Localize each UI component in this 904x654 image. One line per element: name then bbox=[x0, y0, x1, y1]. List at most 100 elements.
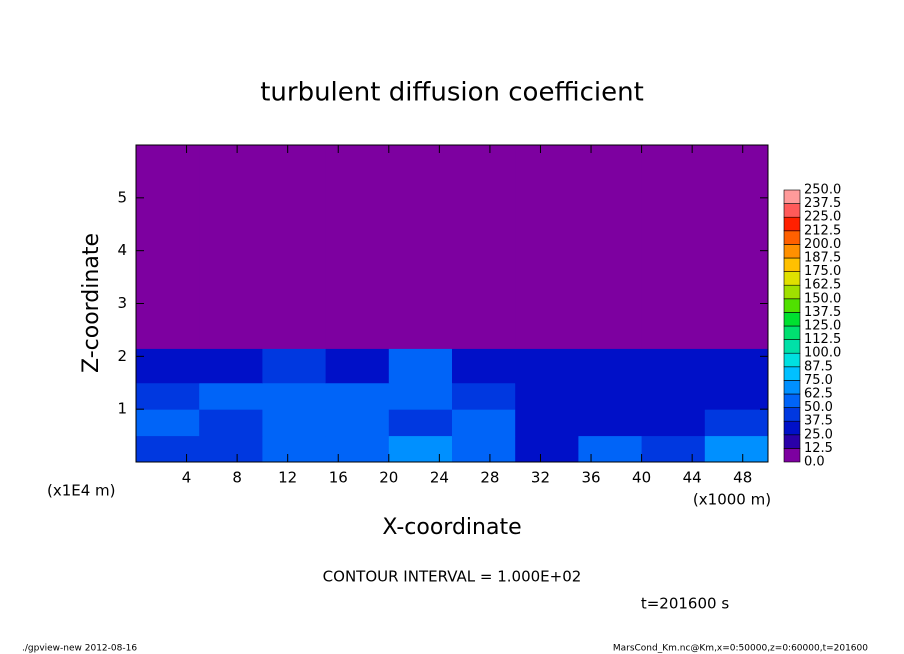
field-cell bbox=[452, 145, 516, 349]
colorbar-label: 37.5 bbox=[804, 414, 833, 429]
colorbar-swatch bbox=[783, 271, 801, 286]
colorbar-swatch bbox=[783, 284, 801, 300]
x-tick-label: 28 bbox=[480, 469, 499, 487]
x-tick-label: 24 bbox=[430, 469, 449, 487]
y-tick-label: 4 bbox=[117, 241, 127, 259]
y-axis-label: Z-coordinate bbox=[79, 233, 104, 373]
field-cell bbox=[325, 382, 390, 410]
colorbar-label: 12.5 bbox=[804, 441, 833, 456]
field-cell bbox=[388, 348, 453, 384]
field-cell bbox=[136, 348, 200, 384]
field-cell bbox=[388, 382, 453, 410]
y-tick-label: 2 bbox=[117, 347, 127, 365]
x-axis-label: X-coordinate bbox=[382, 515, 521, 540]
colorbar-swatch bbox=[783, 189, 801, 204]
field-cell bbox=[199, 382, 263, 410]
field-cell bbox=[578, 145, 643, 349]
field-cell bbox=[704, 382, 769, 410]
field-cell bbox=[704, 435, 769, 463]
colorbar-swatch bbox=[783, 366, 801, 381]
colorbar-label: 187.5 bbox=[804, 251, 841, 266]
field-cell bbox=[199, 409, 263, 437]
field-cell bbox=[641, 409, 706, 437]
x-tick-label: 40 bbox=[632, 469, 651, 487]
colorbar-label: 162.5 bbox=[804, 278, 841, 293]
field-cell bbox=[136, 435, 200, 463]
field-cell bbox=[262, 382, 327, 410]
colorbar-label: 212.5 bbox=[804, 223, 841, 238]
x-tick-label: 16 bbox=[329, 469, 348, 487]
x-tick-label: 32 bbox=[531, 469, 550, 487]
field-cell bbox=[578, 382, 643, 410]
colorbar-label: 62.5 bbox=[804, 387, 833, 402]
colorbar-label: 25.0 bbox=[804, 427, 833, 442]
field-cell bbox=[641, 348, 706, 384]
chart-title: turbulent diffusion coefficient bbox=[260, 78, 644, 108]
x-tick-label: 8 bbox=[232, 469, 242, 487]
colorbar-swatch bbox=[783, 312, 801, 327]
colorbar-label: 125.0 bbox=[804, 319, 841, 334]
colorbar-swatch bbox=[783, 352, 801, 368]
colorbar-swatch bbox=[783, 216, 801, 232]
field-cell bbox=[136, 382, 200, 410]
footer-right: MarsCond_Km.nc@Km,x=0:50000,z=0:60000,t=… bbox=[613, 644, 868, 654]
y-tick-label: 5 bbox=[117, 188, 127, 206]
colorbar-label: 0.0 bbox=[804, 455, 825, 470]
footer-left: ./gpview-new 2012-08-16 bbox=[22, 644, 137, 654]
colorbar-swatch bbox=[783, 393, 801, 408]
colorbar-label: 175.0 bbox=[804, 264, 841, 279]
field-cell bbox=[452, 409, 516, 437]
field-cell bbox=[515, 348, 579, 384]
colorbar-swatch bbox=[783, 325, 801, 340]
colorbar-swatch bbox=[783, 434, 801, 449]
colorbar-swatch bbox=[783, 448, 801, 463]
x-tick-label: 4 bbox=[182, 469, 192, 487]
field-cell bbox=[136, 409, 200, 437]
colorbar-swatch bbox=[783, 230, 801, 245]
field-cell bbox=[704, 409, 769, 437]
field-cell bbox=[452, 348, 516, 384]
field-cell bbox=[262, 145, 327, 349]
field-cell bbox=[136, 145, 200, 349]
field-cell bbox=[388, 435, 453, 463]
colorbar-label: 237.5 bbox=[804, 196, 841, 211]
x-tick-label: 44 bbox=[683, 469, 702, 487]
colorbar-label: 137.5 bbox=[804, 305, 841, 320]
field-cell bbox=[578, 435, 643, 463]
field-cell bbox=[325, 348, 390, 384]
field-cell bbox=[199, 435, 263, 463]
x-tick-label: 12 bbox=[278, 469, 297, 487]
colorbar-swatch bbox=[783, 339, 801, 354]
field-cell bbox=[452, 382, 516, 410]
field-cell bbox=[515, 409, 579, 437]
colorbar-swatch bbox=[783, 407, 801, 422]
field-cell bbox=[388, 145, 453, 349]
field-cell bbox=[325, 435, 390, 463]
time-label: t=201600 s bbox=[641, 595, 729, 613]
colorbar-swatch bbox=[783, 257, 801, 272]
field-cell bbox=[452, 435, 516, 463]
colorbar-swatch bbox=[783, 298, 801, 313]
colorbar-swatch bbox=[783, 420, 801, 436]
x-unit: (x1000 m) bbox=[693, 491, 771, 509]
annotation: CONTOUR INTERVAL = 1.000E+02 bbox=[323, 568, 582, 586]
field-cell bbox=[641, 435, 706, 463]
y-unit: (x1E4 m) bbox=[47, 482, 116, 500]
field-cell bbox=[388, 409, 453, 437]
field-cell bbox=[704, 348, 769, 384]
colorbar-label: 75.0 bbox=[804, 373, 833, 388]
field-cell bbox=[578, 409, 643, 437]
x-tick-label: 48 bbox=[733, 469, 752, 487]
field-cell bbox=[515, 145, 579, 349]
field-cell bbox=[641, 145, 706, 349]
colorbar-label: 87.5 bbox=[804, 359, 833, 374]
colorbar-label: 112.5 bbox=[804, 332, 841, 347]
field-cell bbox=[641, 382, 706, 410]
colorbar-label: 200.0 bbox=[804, 237, 841, 252]
field-cell bbox=[199, 348, 263, 384]
field-cell bbox=[515, 435, 579, 463]
colorbar-swatch bbox=[783, 203, 801, 218]
field-cell bbox=[262, 348, 327, 384]
colorbar-label: 100.0 bbox=[804, 346, 841, 361]
